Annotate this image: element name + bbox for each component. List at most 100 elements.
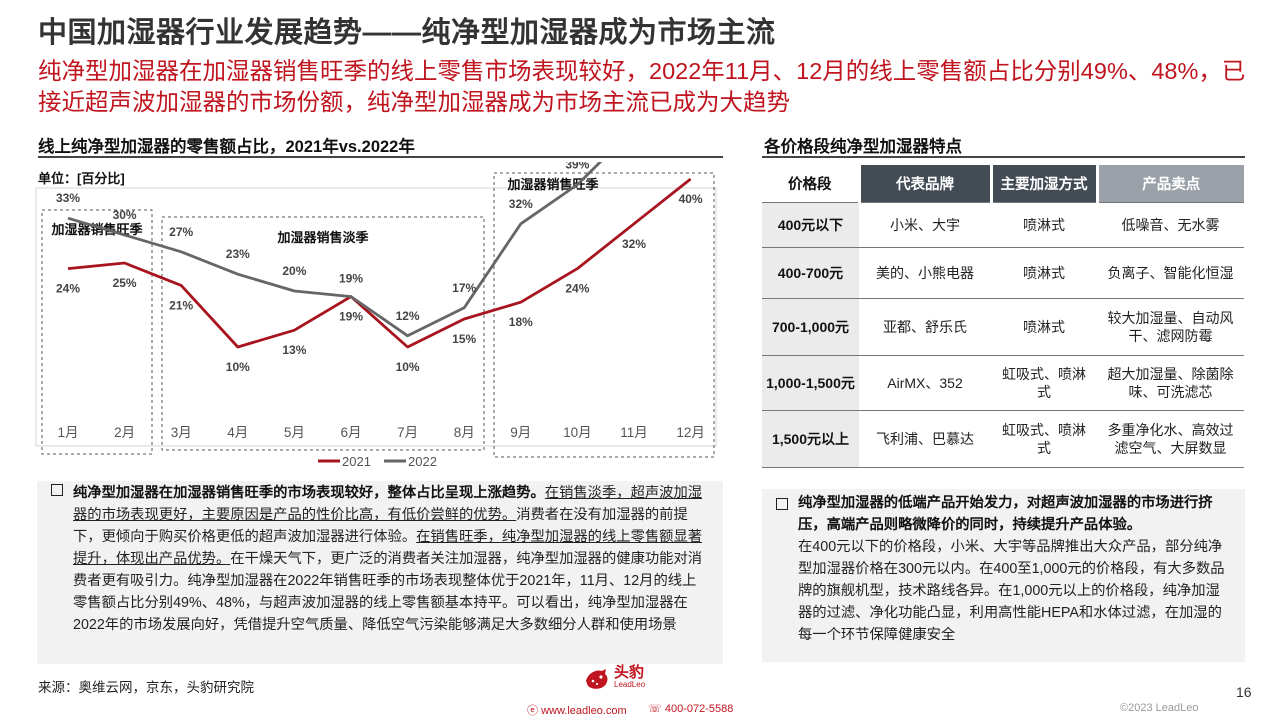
price-cell: 400元以下: [762, 201, 859, 247]
brand-cell: AirMX、352: [859, 354, 991, 410]
x-tick-label: 3月: [171, 425, 192, 440]
x-tick-label: 9月: [510, 425, 531, 440]
price-segment-table: 价格段 代表品牌 主要加湿方式 产品卖点 400元以下 小米、大宇 喷淋式 低噪…: [762, 165, 1244, 468]
brand-cell: 小米、大宇: [859, 201, 991, 247]
selling-point-cell: 超大加湿量、除菌除味、可洗滤芯: [1097, 354, 1244, 410]
left-insight-lead: 纯净型加湿器在加湿器销售旺季的市场表现较好，整体占比呈现上涨趋势。: [73, 485, 545, 501]
season-box: [161, 216, 485, 451]
data-label-2021: 18%: [509, 315, 533, 329]
logo-name-en: LeadLeo: [614, 680, 646, 689]
season-box: [41, 209, 153, 455]
series-line-2022: [67, 162, 603, 338]
right-insight-text: 在400元以下的价格段，小米、大宇等品牌推出大众产品，部分纯净型加湿器价格在30…: [798, 539, 1225, 643]
brand-cell: 飞利浦、巴慕达: [859, 409, 991, 468]
page-title: 中国加湿器行业发展趋势——纯净型加湿器成为市场主流: [38, 17, 776, 49]
right-insight-lead: 纯净型加湿器的低端产品开始发力，对超声波加湿器的市场进行挤压，高端产品则略微降价…: [798, 495, 1213, 533]
data-label-2021: 21%: [169, 298, 193, 312]
table-heading: 各价格段纯净型加湿器特点: [764, 138, 962, 156]
table-row: 400-700元 美的、小熊电器 喷淋式 负离子、智能化恒湿: [762, 246, 1244, 298]
season-label: 加湿器销售旺季: [50, 222, 142, 237]
x-tick-label: 7月: [397, 425, 418, 440]
selling-point-cell: 负离子、智能化恒湿: [1097, 246, 1244, 298]
chart-heading: 线上纯净型加湿器的零售额占比，2021年vs.2022年: [38, 138, 415, 156]
unit-label: 单位：[百分比]: [38, 171, 125, 186]
table-header-row: 价格段 代表品牌 主要加湿方式 产品卖点: [762, 165, 1244, 202]
globe-icon: ⓔ: [527, 705, 538, 717]
data-label-2022: 33%: [56, 191, 80, 205]
header-price: 价格段: [762, 165, 859, 202]
header-selling-point: 产品卖点: [1095, 165, 1244, 202]
left-insight-text-2: 在干燥天气下，更广泛的消费者关注加湿器，纯净型加湿器的健康功能对消费者更有吸引力…: [73, 551, 703, 633]
checkbox-bullet-icon: [51, 484, 63, 496]
x-tick-label: 2月: [114, 425, 135, 440]
left-insight-box: 纯净型加湿器在加湿器销售旺季的市场表现较好，整体占比呈现上涨趋势。在销售淡季，超…: [37, 481, 723, 664]
price-cell: 700-1,000元: [762, 297, 859, 355]
table-row: 1,000-1,500元 AirMX、352 虹吸式、喷淋式 超大加湿量、除菌除…: [762, 354, 1244, 410]
data-label-2022: 39%: [565, 162, 589, 172]
x-tick-label: 11月: [620, 425, 648, 440]
page-number: 16: [1236, 684, 1252, 700]
data-label-2022: 23%: [226, 247, 250, 261]
season-label: 加湿器销售旺季: [506, 177, 598, 192]
method-cell: 虹吸式、喷淋式: [991, 409, 1097, 468]
season-box: [493, 172, 715, 458]
method-cell: 喷淋式: [991, 297, 1097, 355]
price-cell: 1,000-1,500元: [762, 354, 859, 410]
data-label-2021: 13%: [282, 343, 306, 357]
header-method: 主要加湿方式: [989, 165, 1097, 202]
footer-website-text: www.leadleo.com: [541, 705, 627, 717]
data-label-2022: 27%: [169, 225, 193, 239]
data-label-2022: 12%: [396, 309, 420, 323]
series-line-2021: [67, 177, 692, 349]
x-tick-label: 5月: [284, 425, 305, 440]
source-note: 来源：奥维云网，京东，头豹研究院: [38, 680, 254, 695]
table-row: 400元以下 小米、大宇 喷淋式 低噪音、无水雾: [762, 201, 1244, 247]
data-label-2021: 10%: [226, 360, 250, 374]
brand-cell: 亚都、舒乐氏: [859, 297, 991, 355]
x-tick-label: 6月: [340, 425, 361, 440]
data-label-2021: 19%: [339, 310, 363, 324]
selling-point-cell: 多重净化水、高效过滤空气、大屏数显: [1097, 409, 1244, 468]
data-label-2021: 40%: [679, 192, 703, 206]
phone-icon: ☏: [648, 703, 662, 715]
copyright: ©2023 LeadLeo: [1120, 702, 1199, 714]
x-tick-label: 1月: [57, 425, 78, 440]
data-label-2022: 17%: [452, 281, 476, 295]
table-row: 1,500元以上 飞利浦、巴慕达 虹吸式、喷淋式 多重净化水、高效过滤空气、大屏…: [762, 409, 1244, 468]
table-row: 700-1,000元 亚都、舒乐氏 喷淋式 较大加湿量、自动风干、滤网防霉: [762, 297, 1244, 355]
data-label-2021: 24%: [56, 282, 80, 296]
price-cell: 400-700元: [762, 246, 859, 298]
table-heading-rule: [762, 156, 1245, 158]
leadleo-logo: 头豹 LeadLeo: [584, 665, 646, 691]
brand-cell: 美的、小熊电器: [859, 246, 991, 298]
data-label-2021: 25%: [113, 276, 137, 290]
data-label-2022: 20%: [282, 264, 306, 278]
legend-label-2021: 2021: [342, 454, 371, 469]
season-label: 加湿器销售淡季: [276, 230, 368, 245]
data-label-2022: 30%: [113, 208, 137, 222]
x-tick-label: 12月: [676, 425, 705, 440]
footer-website[interactable]: ⓔ www.leadleo.com: [527, 702, 627, 718]
chart-heading-rule: [38, 156, 723, 158]
checkbox-bullet-icon: [776, 498, 788, 510]
footer-phone-text: 400-072-5588: [664, 703, 734, 715]
x-tick-label: 10月: [563, 425, 592, 440]
selling-point-cell: 较大加湿量、自动风干、滤网防霉: [1097, 297, 1244, 355]
data-label-2022: 32%: [509, 197, 533, 211]
legend-label-2022: 2022: [408, 454, 437, 469]
selling-point-cell: 低噪音、无水雾: [1097, 201, 1244, 247]
left-insight-underline-1: 在销售淡季，超声波加湿器的市场表现更好，主要原因是产品的性价比高，有低价尝鲜的优…: [73, 485, 703, 523]
data-label-2021: 24%: [565, 282, 589, 296]
left-insight-underline-2: 在销售旺季，纯净型加湿器的线上零售额显著提升，体现出产品优势。: [73, 529, 703, 567]
header-brand: 代表品牌: [857, 165, 991, 202]
plot-frame: [35, 187, 717, 447]
data-label-2022: 19%: [339, 272, 363, 286]
leopard-logo-icon: [586, 669, 608, 689]
data-label-2021: 32%: [622, 237, 646, 251]
method-cell: 虹吸式、喷淋式: [991, 354, 1097, 410]
left-insight-text-1: 消费者在没有加湿器的前提下，更倾向于购买价格更低的超声波加湿器进行体验。: [73, 507, 688, 545]
price-cell: 1,500元以上: [762, 409, 859, 468]
right-insight-box: 纯净型加湿器的低端产品开始发力，对超声波加湿器的市场进行挤压，高端产品则略微降价…: [762, 489, 1245, 662]
page-subtitle: 纯净型加湿器在加湿器销售旺季的线上零售市场表现较好，2022年11月、12月的线…: [38, 58, 1246, 115]
